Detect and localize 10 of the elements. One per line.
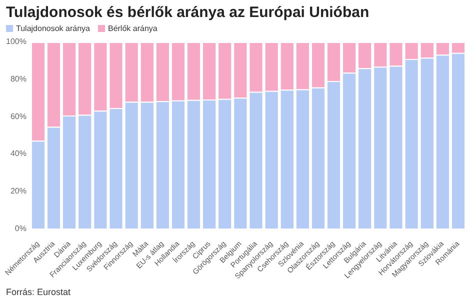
y-tick-label: 40% — [10, 149, 26, 158]
y-tick-label: 0% — [14, 224, 26, 233]
y-tick-label: 80% — [10, 74, 26, 84]
legend-label: Bérlők aránya — [108, 24, 158, 33]
y-tick-label: 60% — [10, 112, 26, 121]
legend-label: Tulajdonosok aránya — [16, 24, 90, 33]
y-tick-label: 100% — [6, 37, 26, 46]
y-tick-label: 20% — [10, 186, 26, 196]
chart-title: Tulajdonosok és bérlők aránya az Európai Unióban — [6, 4, 370, 21]
text: Forrás: Eurostat — [6, 287, 71, 297]
